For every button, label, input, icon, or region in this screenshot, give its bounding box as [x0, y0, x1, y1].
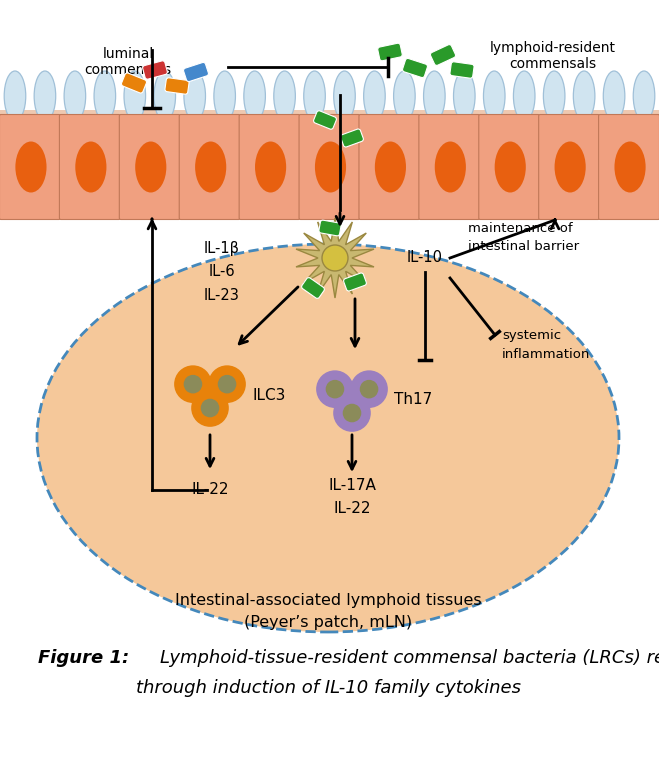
FancyBboxPatch shape — [121, 73, 146, 93]
Circle shape — [334, 395, 370, 431]
FancyBboxPatch shape — [302, 277, 324, 299]
Text: Figure 1:: Figure 1: — [38, 649, 129, 667]
FancyBboxPatch shape — [430, 45, 455, 65]
Text: IL-1β
IL-6
IL-23: IL-1β IL-6 IL-23 — [204, 241, 240, 303]
FancyBboxPatch shape — [343, 273, 366, 291]
Circle shape — [175, 366, 211, 402]
Circle shape — [360, 380, 378, 399]
Text: IL-22: IL-22 — [191, 482, 229, 498]
FancyBboxPatch shape — [314, 111, 337, 129]
FancyBboxPatch shape — [378, 43, 402, 61]
Text: luminal
commensals: luminal commensals — [84, 47, 171, 77]
FancyBboxPatch shape — [538, 114, 600, 220]
FancyBboxPatch shape — [299, 114, 360, 220]
Ellipse shape — [304, 71, 326, 121]
Circle shape — [322, 245, 348, 271]
Polygon shape — [296, 218, 374, 298]
Ellipse shape — [135, 141, 166, 193]
Ellipse shape — [333, 71, 355, 121]
FancyBboxPatch shape — [450, 61, 474, 78]
Circle shape — [351, 371, 387, 407]
Ellipse shape — [614, 141, 646, 193]
FancyBboxPatch shape — [341, 129, 364, 147]
Circle shape — [201, 399, 219, 417]
Text: (Peyer’s patch, mLN): (Peyer’s patch, mLN) — [244, 614, 412, 630]
FancyBboxPatch shape — [119, 114, 180, 220]
Ellipse shape — [15, 141, 47, 193]
Text: IL-10: IL-10 — [407, 250, 443, 266]
Ellipse shape — [154, 71, 175, 121]
Ellipse shape — [184, 71, 206, 121]
FancyBboxPatch shape — [419, 114, 480, 220]
Bar — [0, 110, 659, 218]
Ellipse shape — [214, 71, 235, 121]
Text: ILC3: ILC3 — [252, 388, 285, 402]
Ellipse shape — [64, 71, 86, 121]
FancyBboxPatch shape — [183, 62, 208, 81]
Text: maintenance of
intestinal barrier: maintenance of intestinal barrier — [468, 221, 579, 253]
Ellipse shape — [273, 71, 295, 121]
FancyBboxPatch shape — [359, 114, 420, 220]
FancyBboxPatch shape — [239, 114, 300, 220]
Text: lymphoid-resident
commensals: lymphoid-resident commensals — [490, 41, 616, 71]
Ellipse shape — [124, 71, 146, 121]
Ellipse shape — [513, 71, 535, 121]
Circle shape — [317, 371, 353, 407]
Ellipse shape — [603, 71, 625, 121]
FancyBboxPatch shape — [403, 58, 428, 78]
Ellipse shape — [484, 71, 505, 121]
Circle shape — [192, 390, 228, 426]
Ellipse shape — [375, 141, 406, 193]
Ellipse shape — [364, 71, 386, 121]
Ellipse shape — [573, 71, 595, 121]
Ellipse shape — [453, 71, 475, 121]
Ellipse shape — [37, 244, 619, 632]
Text: systemic
inflammation: systemic inflammation — [502, 329, 590, 360]
Text: IL-17A
IL-22: IL-17A IL-22 — [328, 478, 376, 515]
FancyBboxPatch shape — [142, 61, 167, 79]
Ellipse shape — [633, 71, 655, 121]
Ellipse shape — [244, 71, 266, 121]
Circle shape — [209, 366, 245, 402]
Ellipse shape — [555, 141, 586, 193]
Ellipse shape — [255, 141, 286, 193]
Ellipse shape — [435, 141, 466, 193]
Circle shape — [326, 380, 344, 399]
FancyBboxPatch shape — [319, 220, 341, 236]
FancyBboxPatch shape — [598, 114, 659, 220]
Ellipse shape — [4, 71, 26, 121]
Circle shape — [217, 375, 237, 393]
FancyBboxPatch shape — [479, 114, 540, 220]
Ellipse shape — [75, 141, 107, 193]
Ellipse shape — [195, 141, 226, 193]
Text: through induction of IL-10 family cytokines: through induction of IL-10 family cytoki… — [136, 679, 521, 697]
Circle shape — [343, 404, 361, 422]
FancyBboxPatch shape — [59, 114, 121, 220]
Text: Intestinal-associated lymphoid tissues: Intestinal-associated lymphoid tissues — [175, 592, 481, 607]
Ellipse shape — [34, 71, 56, 121]
Ellipse shape — [94, 71, 115, 121]
Ellipse shape — [393, 71, 415, 121]
Ellipse shape — [424, 71, 445, 121]
FancyBboxPatch shape — [179, 114, 240, 220]
Ellipse shape — [315, 141, 346, 193]
FancyBboxPatch shape — [0, 114, 61, 220]
Ellipse shape — [495, 141, 526, 193]
Ellipse shape — [544, 71, 565, 121]
Circle shape — [184, 375, 202, 393]
Text: Lymphoid-tissue-resident commensal bacteria (LRCs) regulate the host immune syst: Lymphoid-tissue-resident commensal bacte… — [160, 649, 659, 667]
Text: Th17: Th17 — [394, 392, 432, 408]
FancyBboxPatch shape — [165, 78, 189, 94]
